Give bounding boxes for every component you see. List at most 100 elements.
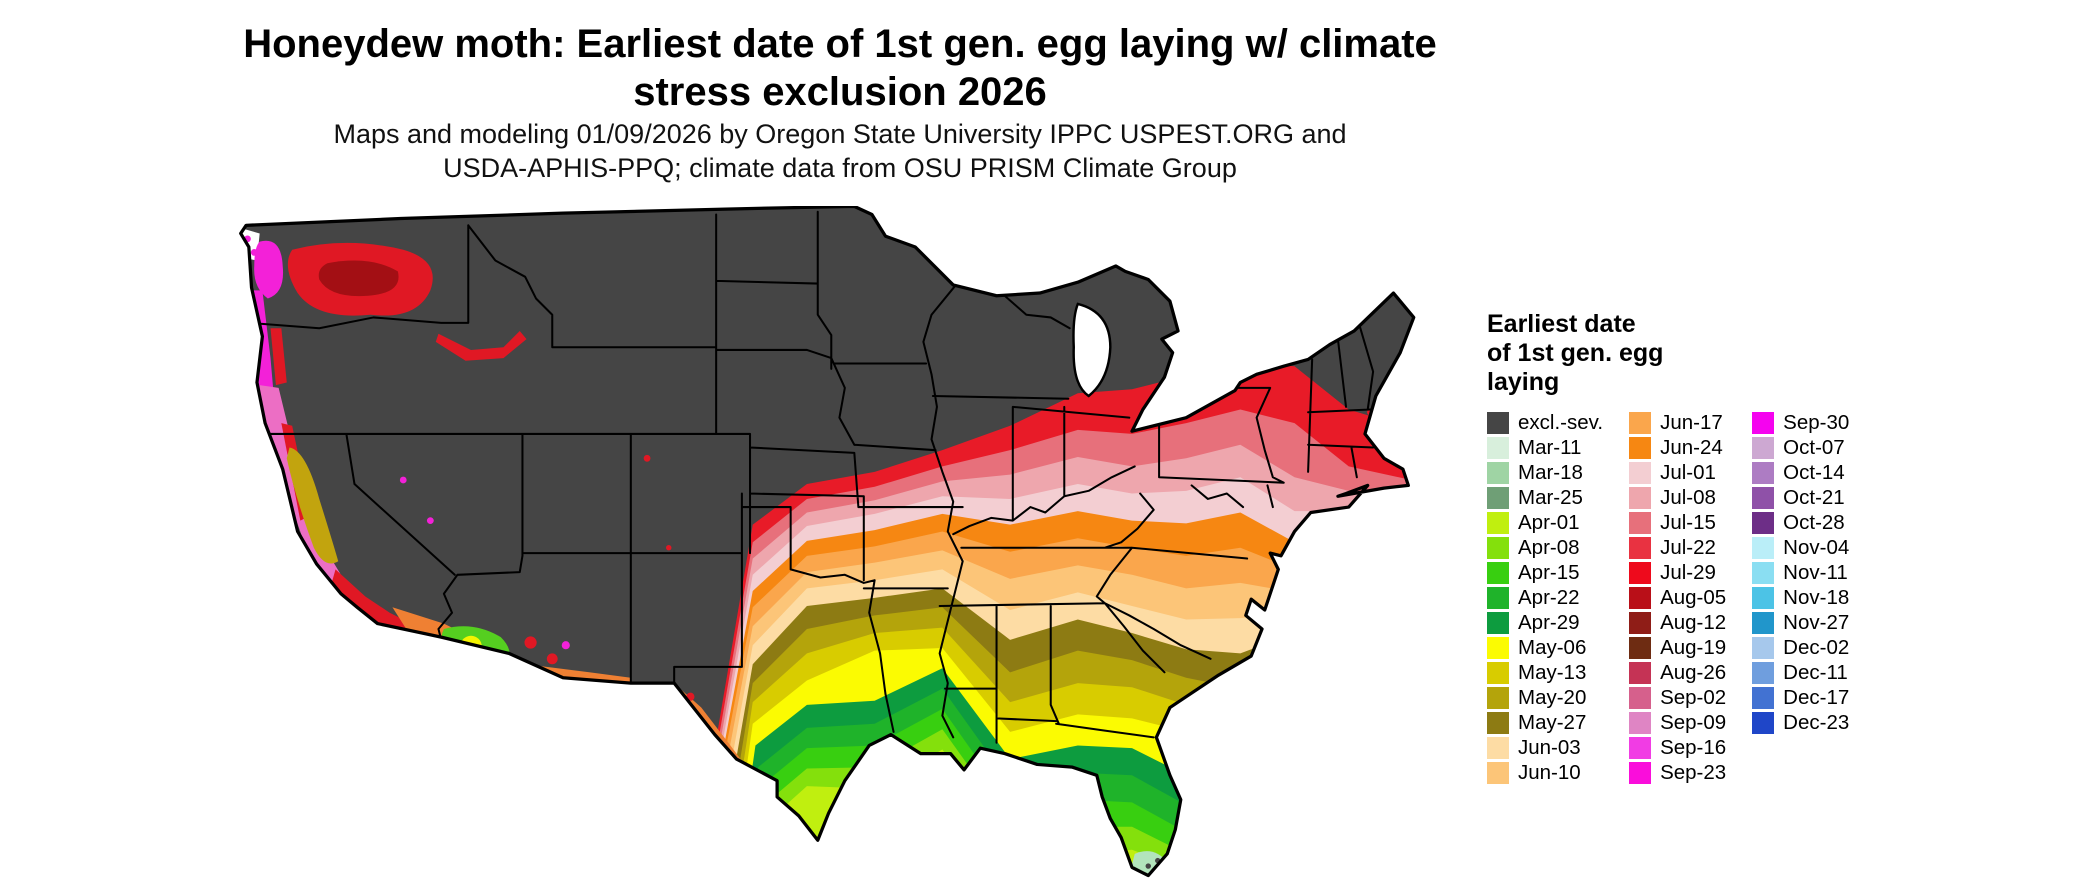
legend-entry-label: Sep-23 [1660,761,1727,785]
legend-entry-label: Dec-23 [1783,711,1850,735]
legend-swatch [1487,487,1509,510]
legend-entry: Jul-22 [1629,536,1726,560]
legend-entry: Sep-16 [1629,736,1727,760]
legend-entry-label: Mar-18 [1518,461,1583,485]
map-dot-magenta [250,249,258,256]
legend-swatch [1629,637,1652,660]
legend-swatch [1487,462,1509,485]
legend-swatch [1752,612,1775,635]
map-title: Honeydew moth: Earliest date of 1st gen.… [170,20,1510,116]
legend-entry-label: Jul-15 [1660,511,1716,535]
legend-entry: Jul-01 [1629,461,1726,485]
us-outline [239,206,1416,878]
map-blob-snake-river [435,330,527,361]
us-map [238,206,1430,884]
legend-entry: Jul-29 [1629,561,1726,585]
legend-entry-label: Sep-09 [1660,711,1727,735]
legend-entry-label: May-20 [1518,686,1587,710]
legend-entry-label: Nov-11 [1783,561,1848,585]
legend-entry: excl.-sev. [1487,411,1603,435]
legend-entry: Mar-18 [1487,461,1603,485]
legend-entry-label: Jul-29 [1660,561,1716,585]
legend-entry: Jul-15 [1629,511,1726,535]
map-dot-co-red [643,454,651,462]
legend-entry-label: May-27 [1518,711,1587,735]
legend-swatch [1487,587,1509,610]
legend-entry-label: Jun-10 [1518,761,1581,785]
legend-entry: Dec-11 [1752,661,1849,685]
legend-entry-label: Sep-02 [1660,686,1727,710]
legend-entry: Dec-23 [1752,711,1850,735]
legend-swatch [1487,562,1509,585]
legend-entry: Jun-10 [1487,761,1603,785]
legend-entry-label: Mar-11 [1518,436,1582,460]
legend-entry: Jul-08 [1629,486,1726,510]
legend-entry-label: Oct-21 [1783,486,1845,510]
map-subtitle: Maps and modeling 01/09/2026 by Oregon S… [170,118,1510,186]
map-dot-fl-gray [1145,863,1151,869]
lake-michigan [1072,302,1112,398]
legend-entry-label: Apr-08 [1518,536,1580,560]
legend-swatch [1487,537,1509,560]
legend-entry: Aug-12 [1629,611,1727,635]
legend-entry: Oct-07 [1752,436,1849,460]
legend-swatch [1629,462,1652,485]
legend-entry-label: Aug-12 [1660,611,1727,635]
legend-column: Jun-17 Jun-24 Jul-01 Jul-08 Jul-15 Jul-22 Jul-… [1629,411,1727,787]
legend-swatch [1487,512,1509,535]
legend-swatch [1752,687,1775,710]
legend-entry: Nov-27 [1752,611,1849,635]
legend-swatch [1487,412,1509,435]
legend-entry-label: Jul-01 [1660,461,1716,485]
us-map-svg [239,206,1416,878]
map-dot-co-red [666,545,672,551]
legend-entry: Dec-17 [1752,686,1849,710]
legend-entry: Aug-26 [1629,661,1726,685]
legend-swatch [1629,662,1652,685]
legend-entry: May-06 [1487,636,1603,660]
legend-entry: Jun-24 [1629,436,1726,460]
legend-entry: Nov-04 [1752,536,1849,560]
legend-swatch [1487,437,1509,460]
map-dot-nv-magenta [426,517,434,525]
legend-swatch [1629,512,1652,535]
legend: Earliest date of 1st gen. egg laying exc… [1487,310,1849,787]
legend-swatch [1629,737,1652,760]
legend-entry-label: Sep-16 [1660,736,1727,760]
legend-entry: Apr-15 [1487,561,1603,585]
legend-swatch [1487,762,1509,785]
legend-entry-label: Oct-28 [1783,511,1845,535]
map-title-line2: stress exclusion 2026 [633,70,1047,114]
map-title-line1: Honeydew moth: Earliest date of 1st gen.… [243,22,1437,66]
map-dot-nv-magenta [399,476,407,484]
map-subtitle-line2: USDA-APHIS-PPQ; climate data from OSU PR… [443,152,1237,183]
legend-entry-label: Apr-22 [1518,586,1580,610]
legend-swatch [1629,487,1652,510]
legend-entry-label: Oct-14 [1783,461,1845,485]
legend-entry-label: Aug-05 [1660,586,1727,610]
map-blob-socal [330,569,412,638]
map-dot-az-red [546,653,558,665]
map-subtitle-line1: Maps and modeling 01/09/2026 by Oregon S… [333,119,1347,149]
legend-entry: Dec-02 [1752,636,1849,660]
legend-swatch [1752,537,1775,560]
legend-entry-label: Mar-25 [1518,486,1583,510]
legend-swatch [1752,487,1775,510]
legend-entry: Nov-18 [1752,586,1849,610]
legend-swatch [1752,437,1775,460]
legend-swatch [1629,537,1652,560]
legend-entry-label: Apr-01 [1518,511,1580,535]
legend-swatch [1487,737,1509,760]
legend-swatch [1752,412,1775,435]
legend-entry: Sep-09 [1629,711,1727,735]
map-dot-az-red [524,636,537,649]
legend-title: Earliest date of 1st gen. egg laying [1487,310,1849,396]
legend-swatch [1752,562,1775,585]
legend-entry: Jun-03 [1487,736,1603,760]
legend-entry-label: Jun-17 [1660,411,1723,435]
legend-entry-label: Apr-29 [1518,611,1580,635]
legend-entry-label: Jun-03 [1518,736,1581,760]
legend-entry: May-20 [1487,686,1603,710]
legend-entry-label: May-06 [1518,636,1587,660]
map-blob-central-valley [286,447,339,564]
